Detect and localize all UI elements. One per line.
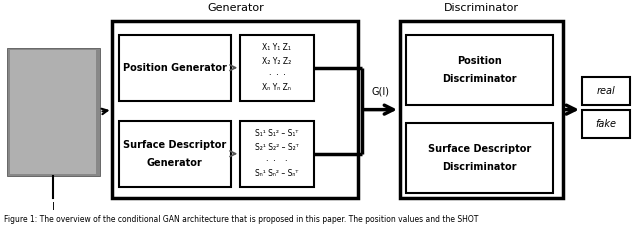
Text: Surface Descriptor: Surface Descriptor bbox=[428, 144, 531, 154]
Bar bbox=[240, 121, 314, 187]
Bar bbox=[582, 76, 630, 105]
Text: Discriminator: Discriminator bbox=[442, 162, 517, 172]
Text: I: I bbox=[52, 202, 55, 212]
Text: Discriminator: Discriminator bbox=[442, 74, 517, 84]
Text: G(I): G(I) bbox=[372, 86, 390, 96]
Text: Generator: Generator bbox=[147, 158, 203, 168]
Text: X₁ Y₁ Z₁
X₂ Y₂ Z₂
⋅  ⋅  ⋅
Xₙ Yₙ Zₙ: X₁ Y₁ Z₁ X₂ Y₂ Z₂ ⋅ ⋅ ⋅ Xₙ Yₙ Zₙ bbox=[262, 43, 291, 92]
Bar bbox=[240, 35, 314, 101]
Text: Position Generator: Position Generator bbox=[123, 63, 227, 73]
Text: fake: fake bbox=[595, 119, 616, 129]
Bar bbox=[406, 35, 553, 105]
Bar bbox=[582, 110, 630, 138]
Text: S₁¹ S₁² – S₁ᵀ
S₂¹ S₂² – S₂ᵀ
⋅  ⋅    ⋅
Sₙ¹ Sₙ² – Sₙᵀ: S₁¹ S₁² – S₁ᵀ S₂¹ S₂² – S₂ᵀ ⋅ ⋅ ⋅ Sₙ¹ Sₙ… bbox=[255, 129, 299, 178]
Text: Surface Descriptor: Surface Descriptor bbox=[123, 140, 227, 150]
Bar bbox=[400, 21, 563, 198]
Text: Position: Position bbox=[457, 56, 502, 66]
Bar bbox=[119, 121, 230, 187]
Text: real: real bbox=[596, 86, 615, 96]
Bar bbox=[7, 48, 100, 176]
Text: Figure 1: The overview of the conditional GAN architecture that is proposed in t: Figure 1: The overview of the conditiona… bbox=[4, 215, 478, 224]
Bar bbox=[113, 21, 358, 198]
Text: Generator: Generator bbox=[207, 2, 264, 13]
Bar bbox=[10, 50, 97, 173]
Bar bbox=[406, 123, 553, 194]
Bar bbox=[119, 35, 230, 101]
Text: Discriminator: Discriminator bbox=[444, 2, 519, 13]
